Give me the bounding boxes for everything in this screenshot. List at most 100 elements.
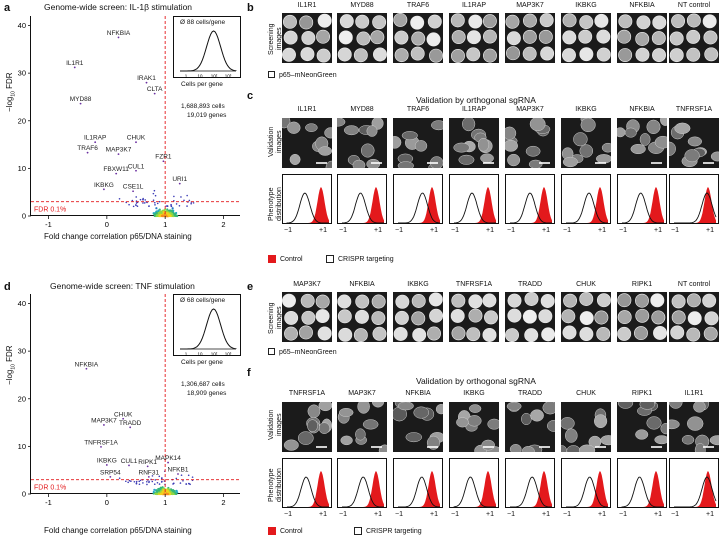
panel-a-inset-tick: 10³	[225, 74, 232, 79]
cell	[456, 417, 469, 428]
panel-a-background-dot	[118, 198, 121, 200]
panel-c-image-7	[669, 118, 719, 168]
panel-a-background-dot	[166, 205, 169, 207]
cell	[617, 310, 632, 325]
cell	[453, 142, 470, 153]
cell	[542, 402, 555, 415]
panel-a-background-dot	[131, 199, 134, 202]
panel-f-distribution-svg	[342, 471, 384, 508]
cell	[468, 294, 483, 309]
panel-c-distribution-0	[282, 174, 332, 224]
cell	[362, 419, 379, 430]
panel-e-image-6	[617, 292, 667, 342]
panel-d-background-dot	[168, 492, 172, 495]
cell	[301, 30, 316, 45]
panel-a-ytick-label: 0	[22, 212, 26, 221]
panel-a-point-chuk	[135, 141, 137, 144]
panel-f-control-distribution	[398, 471, 440, 507]
panel-f-letter: f	[247, 367, 251, 379]
panel-a-point-label: NFKBIA	[107, 30, 131, 37]
panel-d-background-dot	[174, 492, 177, 495]
panel-a-background-dot	[154, 194, 157, 197]
panel-d-background-dot	[152, 490, 155, 494]
panel-a-point-label: FZR1	[155, 154, 172, 161]
panel-a-background-dot	[142, 197, 144, 200]
cell	[340, 435, 353, 446]
panel-f-image-6-cells	[617, 402, 667, 448]
panel-d-background-dot	[142, 482, 144, 484]
panel-a-inset-histogram: 1 10 10² 10³	[180, 30, 237, 79]
panel-d-background-dot	[151, 475, 154, 477]
cell	[506, 402, 522, 411]
panel-d-title: Genome-wide screen: TNF stimulation	[50, 281, 195, 291]
panel-d-background-dot	[146, 483, 148, 486]
cell	[435, 403, 443, 415]
panel-a-point-map3k7	[117, 153, 120, 155]
cell	[393, 13, 408, 27]
panel-c-distribution-4	[505, 174, 555, 224]
cell	[562, 13, 577, 28]
panel-e-gene-label: TRADD	[517, 281, 543, 288]
panel-a-background-dot	[180, 196, 182, 198]
panel-a-point-label: IL1RAP	[84, 135, 106, 142]
panel-d-point-srp54	[109, 475, 112, 478]
cell	[353, 328, 368, 342]
cell	[704, 311, 719, 326]
panel-d-point-map3k7	[103, 424, 105, 426]
cell	[337, 309, 352, 324]
cell	[378, 444, 387, 452]
panel-c-gene-label: IL1RAP	[461, 106, 487, 113]
cell	[394, 30, 409, 45]
panel-a-background-dot	[143, 202, 146, 204]
cell	[686, 13, 701, 28]
cell	[360, 143, 375, 158]
panel-f-crispr-distribution	[674, 476, 717, 508]
panel-f-tick-left: −1	[451, 511, 459, 518]
cell	[579, 15, 594, 30]
cell	[594, 310, 609, 325]
panel-a-stats-cells: 1,688,893 cells	[181, 103, 225, 110]
panel-f-control-distribution	[454, 471, 496, 507]
cell	[634, 326, 648, 341]
cell	[646, 119, 661, 135]
panel-a-point-label: MAP3K7	[106, 147, 132, 154]
panel-c-control-distribution	[510, 187, 552, 223]
cell	[684, 149, 700, 163]
panel-f-gene-label: MAP3K7	[348, 390, 376, 397]
panel-a-point-label: CLTA	[147, 86, 163, 93]
panel-d-background-dot	[157, 489, 161, 492]
cell	[669, 419, 680, 430]
panel-c-tick-right: +1	[654, 227, 662, 234]
panel-d-background-dot	[167, 491, 170, 494]
cell	[596, 29, 611, 44]
panel-b-image-3-cells	[450, 13, 497, 63]
panel-f-image-1	[337, 402, 387, 452]
panel-f-image-2	[393, 402, 443, 452]
panel-c-crispr-distribution	[341, 192, 384, 224]
panel-a-background-dot	[155, 207, 158, 210]
panel-c-control-distribution	[622, 187, 664, 223]
cell	[395, 294, 410, 309]
cell	[525, 145, 541, 157]
panel-c-tick-left: −1	[671, 227, 679, 234]
panel-c-distribution-svg	[621, 187, 664, 224]
cell	[566, 445, 581, 452]
panel-c-gene-label: IKBKG	[575, 106, 597, 113]
panel-c-tick-left: −1	[395, 227, 403, 234]
panel-d-background-dot	[161, 491, 164, 494]
panel-b-legend-swatch	[268, 71, 275, 78]
panel-e-gene-label: RIPK1	[631, 281, 653, 288]
cell	[639, 133, 651, 146]
panel-a-point-label: IKBKG	[94, 182, 114, 189]
panel-f-image-0-cells	[283, 402, 332, 451]
panel-f-image-6	[617, 402, 667, 452]
cell	[466, 327, 481, 342]
panel-a-title: Genome-wide screen: IL-1β stimulation	[44, 2, 193, 12]
cell	[674, 122, 691, 134]
panel-a-ylabel: −log10 FDR	[5, 72, 17, 112]
cell	[325, 160, 332, 168]
panel-b-image-3	[449, 13, 499, 63]
cell	[654, 435, 667, 445]
panel-a-background-dot	[186, 205, 188, 207]
panel-a-point-nfkbia	[117, 36, 120, 39]
